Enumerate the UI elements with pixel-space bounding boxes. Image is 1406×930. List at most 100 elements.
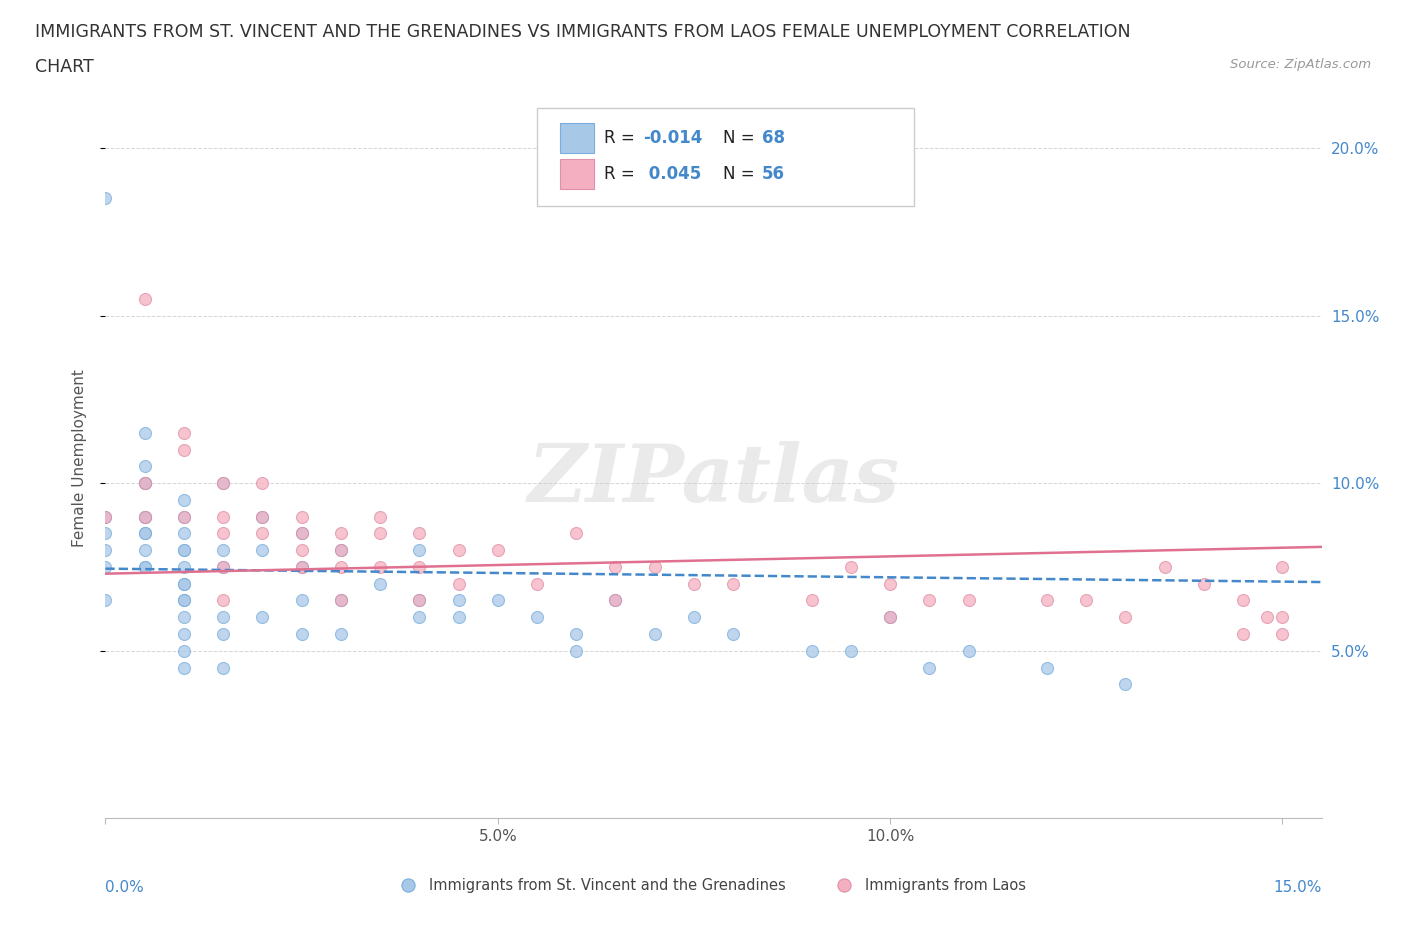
Point	[134, 526, 156, 541]
Point	[94, 543, 117, 558]
Point	[1153, 560, 1175, 575]
Point	[368, 526, 391, 541]
Point	[565, 526, 588, 541]
Point	[329, 526, 352, 541]
Point	[486, 593, 509, 608]
Text: -0.014: -0.014	[643, 129, 703, 147]
Point	[800, 593, 823, 608]
Point	[134, 560, 156, 575]
Point	[1114, 677, 1136, 692]
Point	[1232, 593, 1254, 608]
Point	[1271, 560, 1294, 575]
Point	[291, 510, 314, 525]
Point	[252, 543, 274, 558]
Point	[605, 593, 627, 608]
Point	[173, 660, 195, 675]
Point	[212, 593, 235, 608]
Point	[134, 510, 156, 525]
Point	[173, 560, 195, 575]
Point	[683, 610, 706, 625]
Point	[173, 577, 195, 591]
Point	[291, 526, 314, 541]
Point	[1256, 610, 1278, 625]
Point	[134, 476, 156, 491]
Point	[134, 543, 156, 558]
Point	[447, 577, 470, 591]
Point	[173, 510, 195, 525]
Point	[800, 644, 823, 658]
Point	[94, 191, 117, 206]
Point	[329, 560, 352, 575]
Point	[368, 577, 391, 591]
Point	[408, 610, 430, 625]
Point	[957, 644, 980, 658]
Point	[173, 610, 195, 625]
Text: R =: R =	[605, 129, 640, 147]
Point	[605, 560, 627, 575]
Text: 0.045: 0.045	[643, 165, 702, 183]
Point	[1036, 593, 1059, 608]
Point	[173, 442, 195, 457]
Point	[252, 476, 274, 491]
Point	[683, 577, 706, 591]
Point	[212, 610, 235, 625]
Point	[94, 526, 117, 541]
Point	[173, 577, 195, 591]
Point	[212, 560, 235, 575]
Point	[1271, 610, 1294, 625]
Point	[134, 526, 156, 541]
Point	[447, 593, 470, 608]
Point	[173, 425, 195, 440]
Point	[291, 593, 314, 608]
Point	[252, 510, 274, 525]
Point	[408, 593, 430, 608]
Point	[173, 644, 195, 658]
Text: 68: 68	[762, 129, 785, 147]
FancyBboxPatch shape	[537, 109, 914, 206]
Point	[212, 660, 235, 675]
Text: ZIPatlas: ZIPatlas	[527, 441, 900, 518]
Point	[526, 610, 548, 625]
Point	[526, 577, 548, 591]
Point	[839, 644, 862, 658]
Point	[212, 627, 235, 642]
Text: Immigrants from St. Vincent and the Grenadines: Immigrants from St. Vincent and the Gren…	[429, 878, 786, 893]
Point	[173, 593, 195, 608]
Point	[134, 560, 156, 575]
Point	[879, 577, 901, 591]
Point	[291, 627, 314, 642]
Point	[396, 878, 419, 893]
Point	[605, 593, 627, 608]
Point	[839, 560, 862, 575]
Point	[134, 476, 156, 491]
Point	[212, 526, 235, 541]
Point	[134, 476, 156, 491]
Text: 15.0%: 15.0%	[1274, 880, 1322, 895]
Point	[368, 510, 391, 525]
Point	[212, 510, 235, 525]
Point	[408, 543, 430, 558]
Point	[291, 526, 314, 541]
Text: Immigrants from Laos: Immigrants from Laos	[865, 878, 1026, 893]
Bar	[561, 159, 595, 189]
Point	[252, 610, 274, 625]
Point	[408, 593, 430, 608]
Point	[879, 610, 901, 625]
Point	[644, 627, 666, 642]
Point	[134, 425, 156, 440]
Point	[565, 644, 588, 658]
Point	[918, 593, 941, 608]
Text: CHART: CHART	[35, 58, 94, 75]
Point	[173, 543, 195, 558]
Point	[212, 560, 235, 575]
Point	[173, 510, 195, 525]
Point	[1076, 593, 1098, 608]
Text: 56: 56	[762, 165, 785, 183]
Point	[173, 543, 195, 558]
Point	[252, 510, 274, 525]
Text: Source: ZipAtlas.com: Source: ZipAtlas.com	[1230, 58, 1371, 71]
Point	[134, 459, 156, 474]
Point	[486, 543, 509, 558]
Point	[329, 593, 352, 608]
Point	[212, 476, 235, 491]
